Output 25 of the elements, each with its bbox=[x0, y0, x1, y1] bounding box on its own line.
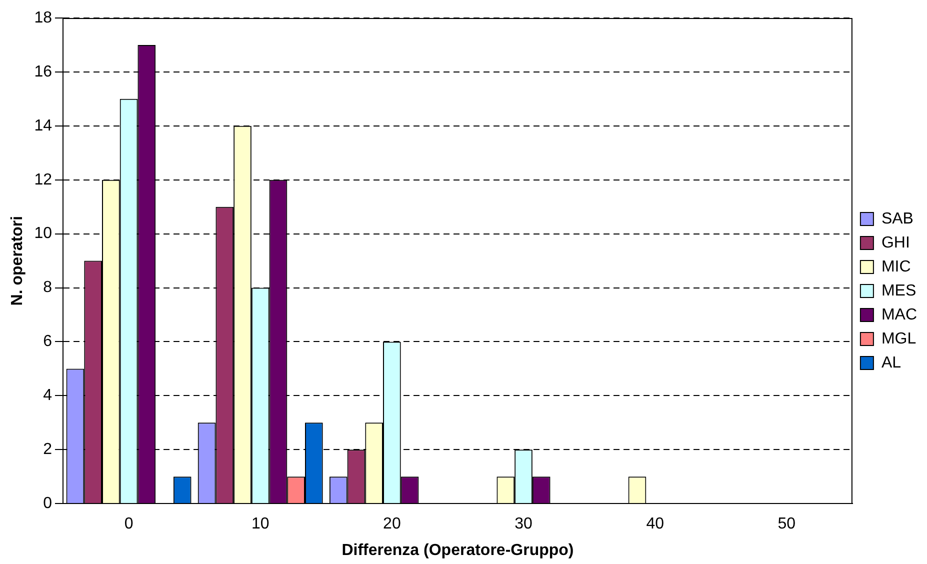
y-tick-label: 14 bbox=[34, 117, 52, 134]
legend-label: MES bbox=[881, 282, 916, 300]
y-tick-label: 8 bbox=[43, 279, 52, 296]
x-tick-label: 20 bbox=[383, 516, 401, 533]
x-tick-label: 30 bbox=[514, 516, 533, 533]
y-tick-label: 0 bbox=[43, 495, 52, 512]
legend-label: MAC bbox=[881, 306, 918, 324]
y-tick-label: 16 bbox=[34, 63, 52, 80]
legend-label: SAB bbox=[881, 210, 914, 228]
y-tick-label: 12 bbox=[34, 171, 52, 188]
x-tick-label: 10 bbox=[251, 516, 270, 533]
y-tick-label: 4 bbox=[43, 387, 52, 404]
y-tick-label: 18 bbox=[34, 9, 52, 26]
y-tick-label: 6 bbox=[43, 333, 52, 350]
legend-label: AL bbox=[881, 354, 902, 372]
x-axis-title: Differenza (Operatore-Gruppo) bbox=[342, 542, 574, 559]
x-tick-label: 0 bbox=[124, 516, 134, 533]
x-tick-label: 40 bbox=[646, 516, 664, 533]
legend-label: MIC bbox=[881, 258, 911, 276]
legend-label: GHI bbox=[881, 234, 910, 252]
x-tick-label: 50 bbox=[778, 516, 796, 533]
legend-label: MGL bbox=[881, 330, 916, 348]
y-tick-label: 2 bbox=[43, 441, 52, 458]
y-tick-label: 10 bbox=[34, 225, 52, 242]
y-axis-title: N. operatori bbox=[9, 216, 26, 306]
